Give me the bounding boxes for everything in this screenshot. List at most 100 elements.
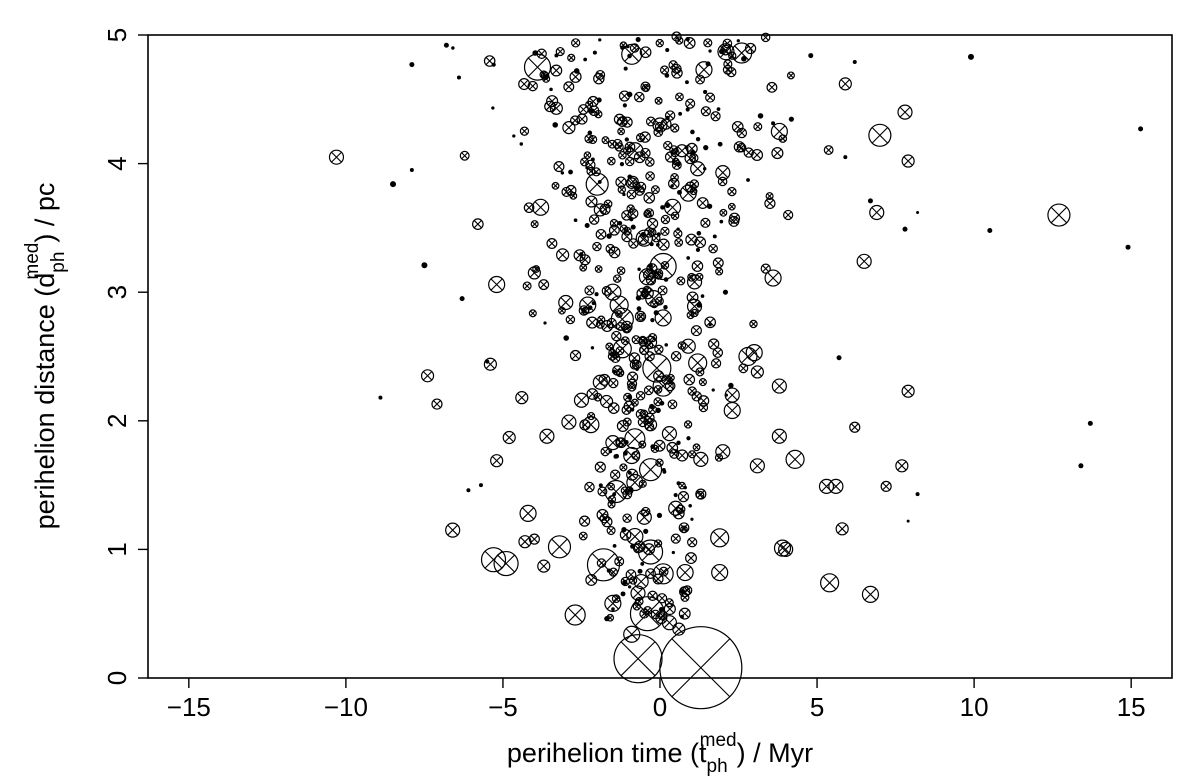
data-point: [457, 75, 461, 79]
data-point: [711, 529, 729, 547]
y-tick-label: 5: [102, 28, 132, 42]
data-point: [618, 128, 625, 135]
data-point: [484, 358, 496, 370]
y-axis: 012345: [102, 28, 148, 685]
data-point: [671, 124, 679, 132]
point-cross: [718, 447, 728, 457]
point-cross: [904, 157, 912, 165]
data-point: [829, 479, 843, 493]
point-dot: [737, 39, 740, 42]
data-point: [595, 292, 599, 296]
data-point: [622, 193, 625, 196]
point-cross: [627, 159, 633, 165]
point-cross: [619, 129, 624, 134]
point-dot: [708, 49, 711, 52]
point-dot: [612, 370, 616, 374]
data-point: [559, 295, 573, 309]
point-cross: [690, 452, 695, 457]
data-point: [692, 261, 702, 271]
data-point: [678, 492, 688, 502]
data-point: [709, 323, 712, 326]
data-point: [585, 223, 590, 228]
data-point: [987, 228, 992, 233]
point-cross: [734, 123, 741, 130]
point-dot: [593, 51, 597, 55]
data-point: [614, 275, 621, 282]
point-cross: [645, 545, 653, 553]
data-point: [612, 331, 621, 340]
data-point: [706, 93, 715, 102]
data-point: [660, 401, 665, 406]
data-point: [579, 532, 587, 540]
data-point: [589, 215, 598, 224]
point-cross: [672, 175, 677, 180]
point-dot: [628, 471, 632, 475]
data-point: [623, 514, 631, 522]
data-point: [1126, 245, 1131, 250]
point-dot: [631, 225, 636, 230]
data-point: [686, 436, 690, 440]
data-point: [613, 544, 617, 548]
data-point: [586, 101, 593, 108]
point-dot: [568, 170, 573, 175]
point-cross: [664, 429, 674, 439]
point-dot: [1088, 421, 1093, 426]
x-axis-title-post: ) / Myr: [737, 738, 813, 768]
point-dot: [543, 321, 546, 324]
point-dot: [590, 108, 595, 113]
data-point: [612, 370, 616, 374]
point-dot: [444, 43, 449, 48]
data-point: [637, 268, 640, 271]
point-dot: [637, 306, 642, 311]
point-dot: [663, 305, 667, 309]
point-cross: [526, 204, 533, 211]
data-point: [688, 538, 697, 547]
point-cross: [565, 123, 573, 131]
data-point: [701, 107, 710, 116]
point-cross: [613, 299, 626, 312]
data-point: [772, 429, 786, 443]
point-cross: [742, 350, 755, 363]
data-point: [574, 218, 578, 222]
point-cross: [774, 431, 784, 441]
point-cross: [532, 222, 537, 227]
data-point: [586, 575, 597, 586]
data-point: [585, 286, 594, 295]
data-point: [696, 137, 700, 141]
point-cross: [619, 187, 624, 192]
data-point: [554, 53, 558, 57]
point-cross: [518, 393, 526, 401]
data-point: [640, 459, 662, 481]
point-cross: [672, 125, 678, 131]
point-dot: [410, 168, 414, 172]
point-cross: [568, 608, 582, 622]
data-point: [646, 172, 654, 180]
point-dot: [672, 551, 675, 554]
point-dot: [598, 38, 601, 41]
point-dot: [606, 233, 611, 238]
data-point: [466, 488, 470, 492]
data-point: [713, 258, 723, 268]
data-point: [562, 415, 576, 429]
data-point: [620, 162, 624, 166]
point-dot: [690, 518, 693, 521]
point-cross: [678, 278, 684, 284]
data-point: [602, 137, 609, 144]
point-dot: [609, 450, 612, 453]
data-point: [579, 252, 583, 256]
data-point: [680, 185, 696, 201]
data-point: [547, 239, 557, 249]
point-dot: [703, 145, 708, 150]
data-point: [655, 122, 663, 130]
data-point: [713, 234, 717, 238]
point-cross: [675, 231, 681, 237]
data-point: [903, 227, 908, 232]
data-point: [579, 105, 588, 114]
point-cross: [710, 340, 717, 347]
data-point: [843, 155, 847, 159]
point-cross: [714, 349, 721, 356]
data-point: [432, 399, 442, 409]
point-cross: [715, 259, 722, 266]
point-dot: [460, 296, 465, 301]
point-cross: [691, 357, 704, 370]
